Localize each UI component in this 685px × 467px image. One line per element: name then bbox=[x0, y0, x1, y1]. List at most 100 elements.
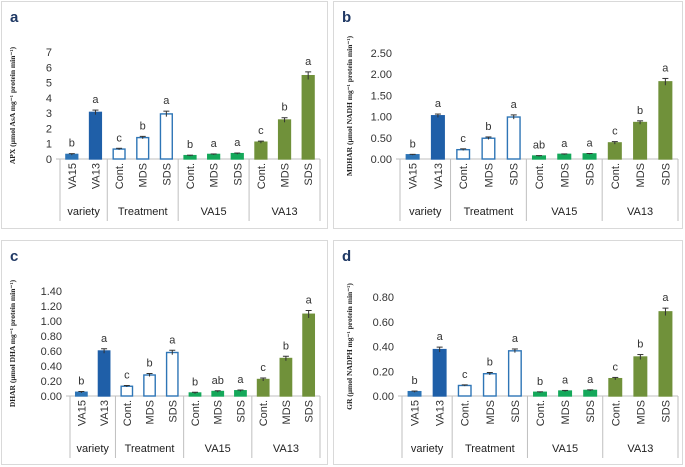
chart-panel-c: c DHAR (µmol DHA mg⁻¹ protein min⁻¹) 0.00 0… bbox=[1, 240, 328, 465]
y-tick-label: 1 bbox=[46, 139, 52, 151]
bar bbox=[633, 356, 648, 397]
category-label: Cont. bbox=[610, 163, 622, 189]
bar bbox=[407, 390, 422, 397]
significance-label: c bbox=[613, 361, 619, 373]
category-label: SDS bbox=[510, 400, 522, 423]
bar bbox=[658, 81, 673, 160]
chart-svg-b: b MDHAR (µmol NADH mg⁻¹ protein min⁻¹) 0.0… bbox=[342, 9, 679, 221]
y-tick-label: 0.00 bbox=[371, 154, 392, 166]
significance-label: b bbox=[487, 356, 493, 368]
bar bbox=[481, 137, 496, 160]
category-label: Cont. bbox=[460, 400, 472, 426]
significance-label: a bbox=[237, 374, 244, 386]
category-label: SDS bbox=[161, 163, 173, 186]
category-label: Cont. bbox=[534, 163, 546, 189]
bar bbox=[506, 116, 521, 160]
category-label: MDS bbox=[485, 400, 497, 424]
category-label: Cont. bbox=[122, 400, 134, 426]
y-tick-label: 0.20 bbox=[373, 366, 394, 378]
category-label: MDS bbox=[281, 400, 293, 424]
category-label: SDS bbox=[585, 400, 597, 423]
group-label: Treatment bbox=[118, 206, 168, 218]
group-label: VA13 bbox=[273, 443, 299, 455]
category-label: VA13 bbox=[433, 163, 445, 189]
significance-label: c bbox=[258, 125, 264, 137]
category-label: Cont. bbox=[256, 163, 268, 189]
category-label: MDS bbox=[209, 163, 221, 187]
significance-label: a bbox=[562, 374, 569, 386]
bar bbox=[557, 153, 572, 160]
group-label: Treatment bbox=[464, 206, 514, 218]
y-tick-label: 2 bbox=[46, 123, 52, 135]
significance-label: c bbox=[460, 133, 466, 145]
category-label: Cont. bbox=[190, 400, 202, 426]
category-label: MDS bbox=[635, 163, 647, 187]
significance-label: c bbox=[116, 132, 122, 144]
bar bbox=[256, 378, 270, 397]
bar bbox=[207, 153, 221, 160]
bar bbox=[457, 384, 472, 397]
bar bbox=[658, 311, 673, 397]
bar bbox=[405, 154, 420, 160]
category-label: Cont. bbox=[610, 400, 622, 426]
bar bbox=[482, 373, 497, 397]
category-label: SDS bbox=[303, 163, 315, 186]
significance-label: ab bbox=[533, 140, 545, 152]
y-tick-label: 2.50 bbox=[371, 48, 392, 60]
y-tick-label: 0.60 bbox=[41, 346, 62, 358]
group-label: Treatment bbox=[125, 443, 175, 455]
significance-label: b bbox=[410, 138, 416, 150]
bar bbox=[97, 350, 111, 397]
significance-label: b bbox=[411, 375, 417, 387]
y-tick-label: 0.80 bbox=[41, 331, 62, 343]
y-tick-label: 0.40 bbox=[373, 342, 394, 354]
significance-label: a bbox=[586, 137, 593, 149]
category-label: VA13 bbox=[435, 400, 447, 426]
significance-label: b bbox=[637, 105, 643, 117]
panel-label: b bbox=[342, 9, 351, 26]
significance-label: a bbox=[101, 333, 108, 345]
y-tick-label: 6 bbox=[46, 62, 52, 74]
group-label: VA15 bbox=[552, 443, 578, 455]
significance-label: a bbox=[662, 292, 669, 304]
significance-label: c bbox=[124, 370, 130, 382]
significance-label: c bbox=[462, 369, 468, 381]
significance-label: a bbox=[211, 138, 218, 150]
bar bbox=[430, 115, 445, 160]
category-label: SDS bbox=[585, 163, 597, 186]
y-tick-label: 3 bbox=[46, 108, 52, 120]
y-tick-label: 0.00 bbox=[41, 391, 62, 403]
panel-label: c bbox=[10, 248, 18, 265]
significance-label: b bbox=[281, 102, 287, 114]
y-axis-label: MDHAR (µmol NADH mg⁻¹ protein min⁻¹) bbox=[345, 35, 354, 176]
category-label: Cont. bbox=[258, 400, 270, 426]
significance-label: b bbox=[485, 121, 491, 133]
chart-panel-a: a APX (µmol AsA mg⁻¹ protein min⁻¹) 0 1 2 3 4 5… bbox=[1, 1, 328, 229]
category-label: VA15 bbox=[408, 163, 420, 189]
group-label: variety bbox=[67, 206, 100, 218]
chart-svg-a: a APX (µmol AsA mg⁻¹ protein min⁻¹) 0 1 2 3 4 5… bbox=[8, 9, 321, 221]
significance-label: a bbox=[587, 374, 594, 386]
chart-svg-c: c DHAR (µmol DHA mg⁻¹ protein min⁻¹) 0.00 0… bbox=[8, 248, 321, 458]
bar bbox=[112, 148, 126, 160]
y-tick-label: 0.40 bbox=[41, 361, 62, 373]
significance-label: a bbox=[435, 98, 442, 110]
significance-label: b bbox=[283, 340, 289, 352]
bar bbox=[279, 357, 293, 397]
significance-label: b bbox=[146, 358, 152, 370]
bar bbox=[608, 377, 623, 397]
y-axis-label: DHAR (µmol DHA mg⁻¹ protein min⁻¹) bbox=[8, 279, 17, 407]
bar bbox=[507, 350, 522, 397]
bar bbox=[120, 385, 134, 397]
bar bbox=[254, 141, 268, 160]
significance-label: a bbox=[169, 334, 176, 346]
category-label: SDS bbox=[232, 163, 244, 186]
group-label: variety bbox=[77, 443, 110, 455]
panel-label: a bbox=[10, 9, 19, 26]
bar bbox=[234, 390, 247, 397]
significance-label: a bbox=[305, 56, 312, 68]
significance-label: a bbox=[512, 333, 519, 345]
category-label: Cont. bbox=[458, 163, 470, 189]
chart-panel-b: b MDHAR (µmol NADH mg⁻¹ protein min⁻¹) 0.0… bbox=[333, 1, 683, 229]
category-label: VA13 bbox=[99, 400, 111, 426]
